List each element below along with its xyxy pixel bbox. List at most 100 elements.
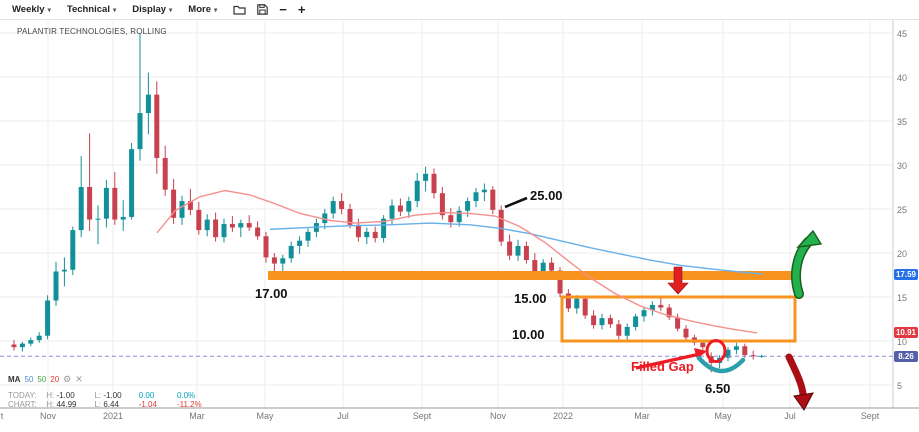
chart-change-percent: -11.2% bbox=[176, 400, 202, 409]
zoom-out-button[interactable]: − bbox=[279, 1, 287, 17]
gap-circle-drawing[interactable] bbox=[705, 339, 727, 363]
open-folder-icon[interactable] bbox=[233, 4, 246, 15]
candle-body bbox=[683, 328, 689, 338]
candle-body bbox=[641, 310, 647, 317]
filled-gap-label[interactable]: Filled Gap bbox=[631, 359, 694, 374]
candle-body bbox=[255, 227, 261, 237]
candle-body bbox=[229, 223, 235, 228]
today-change-percent: 0.0% bbox=[176, 391, 196, 400]
candle-body bbox=[171, 189, 177, 218]
today-stats-row: TODAY: H: -1.00 L: -1.00 0.00 0.0% bbox=[8, 391, 221, 400]
price-axis-tick: 40 bbox=[897, 73, 908, 83]
filled-gap-arrow-line[interactable] bbox=[635, 352, 701, 370]
candle-body bbox=[532, 260, 538, 272]
price-annotation-label[interactable]: 15.00 bbox=[514, 291, 547, 306]
candle-body bbox=[36, 335, 42, 341]
more-menu[interactable]: More ▾ bbox=[188, 4, 217, 15]
price-annotation-label[interactable]: 10.00 bbox=[512, 327, 545, 342]
candle-body bbox=[355, 224, 361, 238]
candle-body bbox=[456, 210, 462, 223]
candle-body bbox=[145, 94, 151, 114]
candle-body bbox=[498, 209, 504, 242]
resistance-band-drawing[interactable] bbox=[268, 271, 795, 280]
candle-body bbox=[582, 298, 588, 316]
chevron-down-icon: ▾ bbox=[214, 6, 218, 14]
price-annotation-label[interactable]: 25.00 bbox=[530, 188, 563, 203]
ma20-line bbox=[156, 189, 758, 334]
bearish-arrowhead[interactable] bbox=[793, 392, 814, 411]
gear-icon[interactable]: ⚙ bbox=[63, 374, 72, 384]
candle-body bbox=[213, 219, 219, 238]
zoom-in-button[interactable]: + bbox=[297, 1, 306, 17]
time-axis-tick: Jul bbox=[337, 411, 349, 421]
time-axis-tick: Sept bbox=[860, 411, 880, 421]
candle-body bbox=[574, 298, 580, 309]
chart-low-label: L: bbox=[94, 400, 102, 409]
chart-toolbar: Weekly ▾ Technical ▾ Display ▾ More ▾ − … bbox=[0, 0, 919, 20]
candle-body bbox=[120, 216, 126, 220]
chevron-down-icon: ▾ bbox=[169, 6, 173, 14]
price-25-pointer-line[interactable] bbox=[504, 196, 528, 209]
bullish-arrowhead[interactable] bbox=[796, 229, 823, 248]
chevron-down-icon: ▾ bbox=[112, 6, 117, 14]
time-axis-tick: Mar bbox=[189, 411, 205, 421]
ma-period-50-blue: 50 bbox=[24, 375, 34, 384]
candle-body bbox=[540, 262, 546, 272]
chart-symbol-title: PALANTIR TECHNOLOGIES, ROLLING bbox=[17, 27, 167, 36]
filled-gap-arrowhead[interactable] bbox=[694, 348, 707, 359]
chart-high-value: 44.99 bbox=[56, 400, 77, 409]
candle-body bbox=[515, 245, 521, 256]
candle-body bbox=[347, 209, 353, 225]
rejection-down-arrow[interactable] bbox=[667, 266, 689, 295]
candle-body bbox=[19, 343, 25, 348]
candle-body bbox=[649, 304, 655, 311]
time-axis-tick: t bbox=[0, 411, 4, 421]
range-box-drawing[interactable] bbox=[560, 295, 797, 343]
today-change-value: 0.00 bbox=[138, 391, 155, 400]
today-high-value: -1.00 bbox=[56, 391, 75, 400]
low-650-arc-drawing[interactable] bbox=[696, 355, 746, 374]
price-annotation-label[interactable]: 17.00 bbox=[255, 286, 288, 301]
display-menu[interactable]: Display ▾ bbox=[132, 4, 172, 15]
candle-body bbox=[389, 205, 395, 219]
candle-body bbox=[448, 215, 454, 223]
save-icon[interactable] bbox=[257, 4, 269, 15]
candle-body bbox=[162, 157, 168, 190]
today-low-label: L: bbox=[94, 391, 102, 400]
ma-period-50-green: 50 bbox=[37, 375, 47, 384]
close-icon[interactable]: ✕ bbox=[75, 374, 83, 384]
candle-body bbox=[204, 219, 210, 231]
ma-label: MA bbox=[8, 375, 21, 384]
candle-body bbox=[750, 355, 756, 357]
candle-body bbox=[725, 349, 731, 358]
candle-body bbox=[70, 230, 76, 270]
candle-body bbox=[624, 326, 630, 336]
candle-body bbox=[53, 271, 59, 301]
candle-body bbox=[599, 318, 605, 326]
candle-body bbox=[490, 189, 496, 210]
chart-change-value: -1.04 bbox=[138, 400, 157, 409]
bearish-down-arrow[interactable] bbox=[785, 353, 807, 398]
technical-menu[interactable]: Technical ▾ bbox=[67, 4, 116, 15]
candle-body bbox=[364, 231, 370, 238]
technical-menu-label: Technical bbox=[66, 4, 110, 15]
candle-body bbox=[733, 346, 739, 350]
candle-body bbox=[397, 205, 403, 212]
candle-body bbox=[137, 113, 143, 150]
price-axis-tick: 25 bbox=[897, 205, 908, 215]
candle-body bbox=[759, 355, 765, 357]
time-axis-tick: Jul bbox=[784, 411, 796, 421]
candle-body bbox=[549, 262, 555, 271]
candle-body bbox=[246, 223, 252, 228]
price-axis-badge: 8.26 bbox=[894, 350, 918, 362]
price-annotation-label[interactable]: 6.50 bbox=[705, 381, 730, 396]
candle-body bbox=[439, 193, 445, 216]
time-axis-tick: 2021 bbox=[102, 411, 124, 421]
more-menu-label: More bbox=[188, 4, 211, 15]
timeframe-menu[interactable]: Weekly ▾ bbox=[12, 4, 51, 15]
candle-body bbox=[616, 324, 622, 336]
chart-high-label: H: bbox=[46, 400, 55, 409]
